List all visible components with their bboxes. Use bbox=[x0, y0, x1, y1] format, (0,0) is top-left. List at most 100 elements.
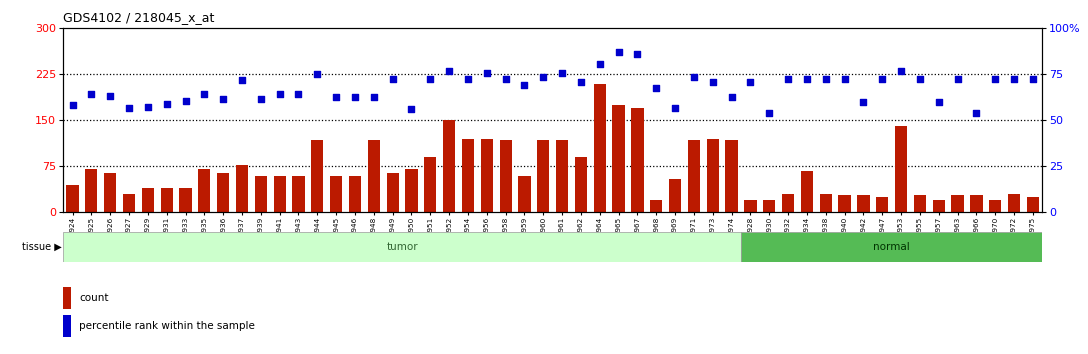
Bar bbox=[537, 140, 549, 212]
Bar bbox=[801, 171, 813, 212]
Point bbox=[271, 91, 288, 97]
Bar bbox=[217, 172, 230, 212]
Bar bbox=[349, 176, 361, 212]
Text: count: count bbox=[79, 293, 109, 303]
Point bbox=[289, 91, 307, 97]
Point bbox=[554, 70, 571, 76]
Point bbox=[421, 76, 438, 81]
Point bbox=[478, 70, 495, 76]
Bar bbox=[744, 200, 756, 212]
Bar bbox=[123, 194, 135, 212]
Bar bbox=[839, 195, 851, 212]
Point bbox=[610, 49, 628, 55]
Point bbox=[252, 96, 270, 102]
Bar bbox=[763, 200, 776, 212]
Bar bbox=[293, 176, 305, 212]
Bar bbox=[556, 140, 568, 212]
Point bbox=[930, 99, 948, 105]
Bar bbox=[726, 140, 738, 212]
Bar bbox=[669, 179, 681, 212]
Point bbox=[214, 96, 232, 102]
Point bbox=[817, 76, 834, 81]
Text: normal: normal bbox=[874, 242, 910, 252]
Point bbox=[176, 98, 194, 104]
Point bbox=[327, 94, 345, 100]
Point bbox=[534, 75, 552, 80]
Point bbox=[64, 102, 82, 108]
Bar bbox=[631, 108, 644, 212]
Bar bbox=[311, 140, 323, 212]
Point bbox=[742, 80, 759, 85]
Point bbox=[629, 51, 646, 57]
Bar bbox=[613, 105, 625, 212]
Bar bbox=[989, 200, 1001, 212]
Point bbox=[196, 91, 213, 97]
Point bbox=[591, 61, 608, 67]
Bar bbox=[970, 195, 982, 212]
Bar bbox=[386, 172, 399, 212]
Point bbox=[666, 105, 683, 111]
Bar bbox=[1007, 194, 1021, 212]
Point bbox=[441, 68, 458, 74]
Bar bbox=[236, 165, 248, 212]
Point bbox=[967, 110, 985, 116]
Bar bbox=[876, 197, 889, 212]
Point bbox=[121, 105, 138, 111]
Bar bbox=[104, 172, 116, 212]
Bar bbox=[424, 157, 436, 212]
Point bbox=[761, 110, 778, 116]
Point bbox=[497, 76, 515, 81]
Bar bbox=[406, 170, 418, 212]
Bar bbox=[85, 170, 98, 212]
Point bbox=[704, 80, 721, 85]
Bar bbox=[574, 157, 588, 212]
Point bbox=[874, 76, 891, 81]
Point bbox=[384, 76, 401, 81]
Bar bbox=[481, 139, 493, 212]
Point bbox=[1024, 76, 1041, 81]
Bar bbox=[141, 188, 154, 212]
Bar bbox=[63, 287, 72, 309]
Bar bbox=[66, 185, 78, 212]
Bar bbox=[932, 200, 944, 212]
Bar bbox=[1027, 197, 1039, 212]
Point bbox=[987, 76, 1004, 81]
Text: GDS4102 / 218045_x_at: GDS4102 / 218045_x_at bbox=[63, 11, 214, 24]
Bar bbox=[330, 176, 343, 212]
Point bbox=[685, 75, 703, 80]
Point bbox=[459, 76, 477, 81]
Bar bbox=[255, 176, 267, 212]
Point bbox=[516, 82, 533, 88]
Point bbox=[892, 68, 910, 74]
Point bbox=[855, 99, 873, 105]
Bar bbox=[63, 232, 741, 262]
Bar bbox=[461, 139, 474, 212]
Bar bbox=[180, 188, 191, 212]
Bar bbox=[63, 315, 72, 337]
Point bbox=[799, 76, 816, 81]
Bar bbox=[688, 140, 700, 212]
Bar bbox=[895, 126, 907, 212]
Bar bbox=[443, 120, 455, 212]
Point bbox=[403, 107, 420, 112]
Bar bbox=[273, 176, 286, 212]
Point bbox=[1005, 76, 1023, 81]
Point bbox=[779, 76, 796, 81]
Point bbox=[83, 91, 100, 97]
Bar bbox=[518, 176, 531, 212]
Point bbox=[949, 76, 966, 81]
Point bbox=[647, 86, 665, 91]
Point bbox=[722, 94, 740, 100]
Point bbox=[139, 104, 157, 110]
Bar bbox=[594, 84, 606, 212]
Text: tumor: tumor bbox=[386, 242, 418, 252]
Point bbox=[101, 93, 119, 99]
Point bbox=[233, 78, 250, 83]
Bar bbox=[819, 194, 832, 212]
Bar bbox=[499, 140, 511, 212]
Bar bbox=[782, 194, 794, 212]
Point bbox=[572, 80, 590, 85]
Point bbox=[346, 94, 363, 100]
Bar bbox=[198, 170, 210, 212]
Point bbox=[158, 101, 175, 107]
